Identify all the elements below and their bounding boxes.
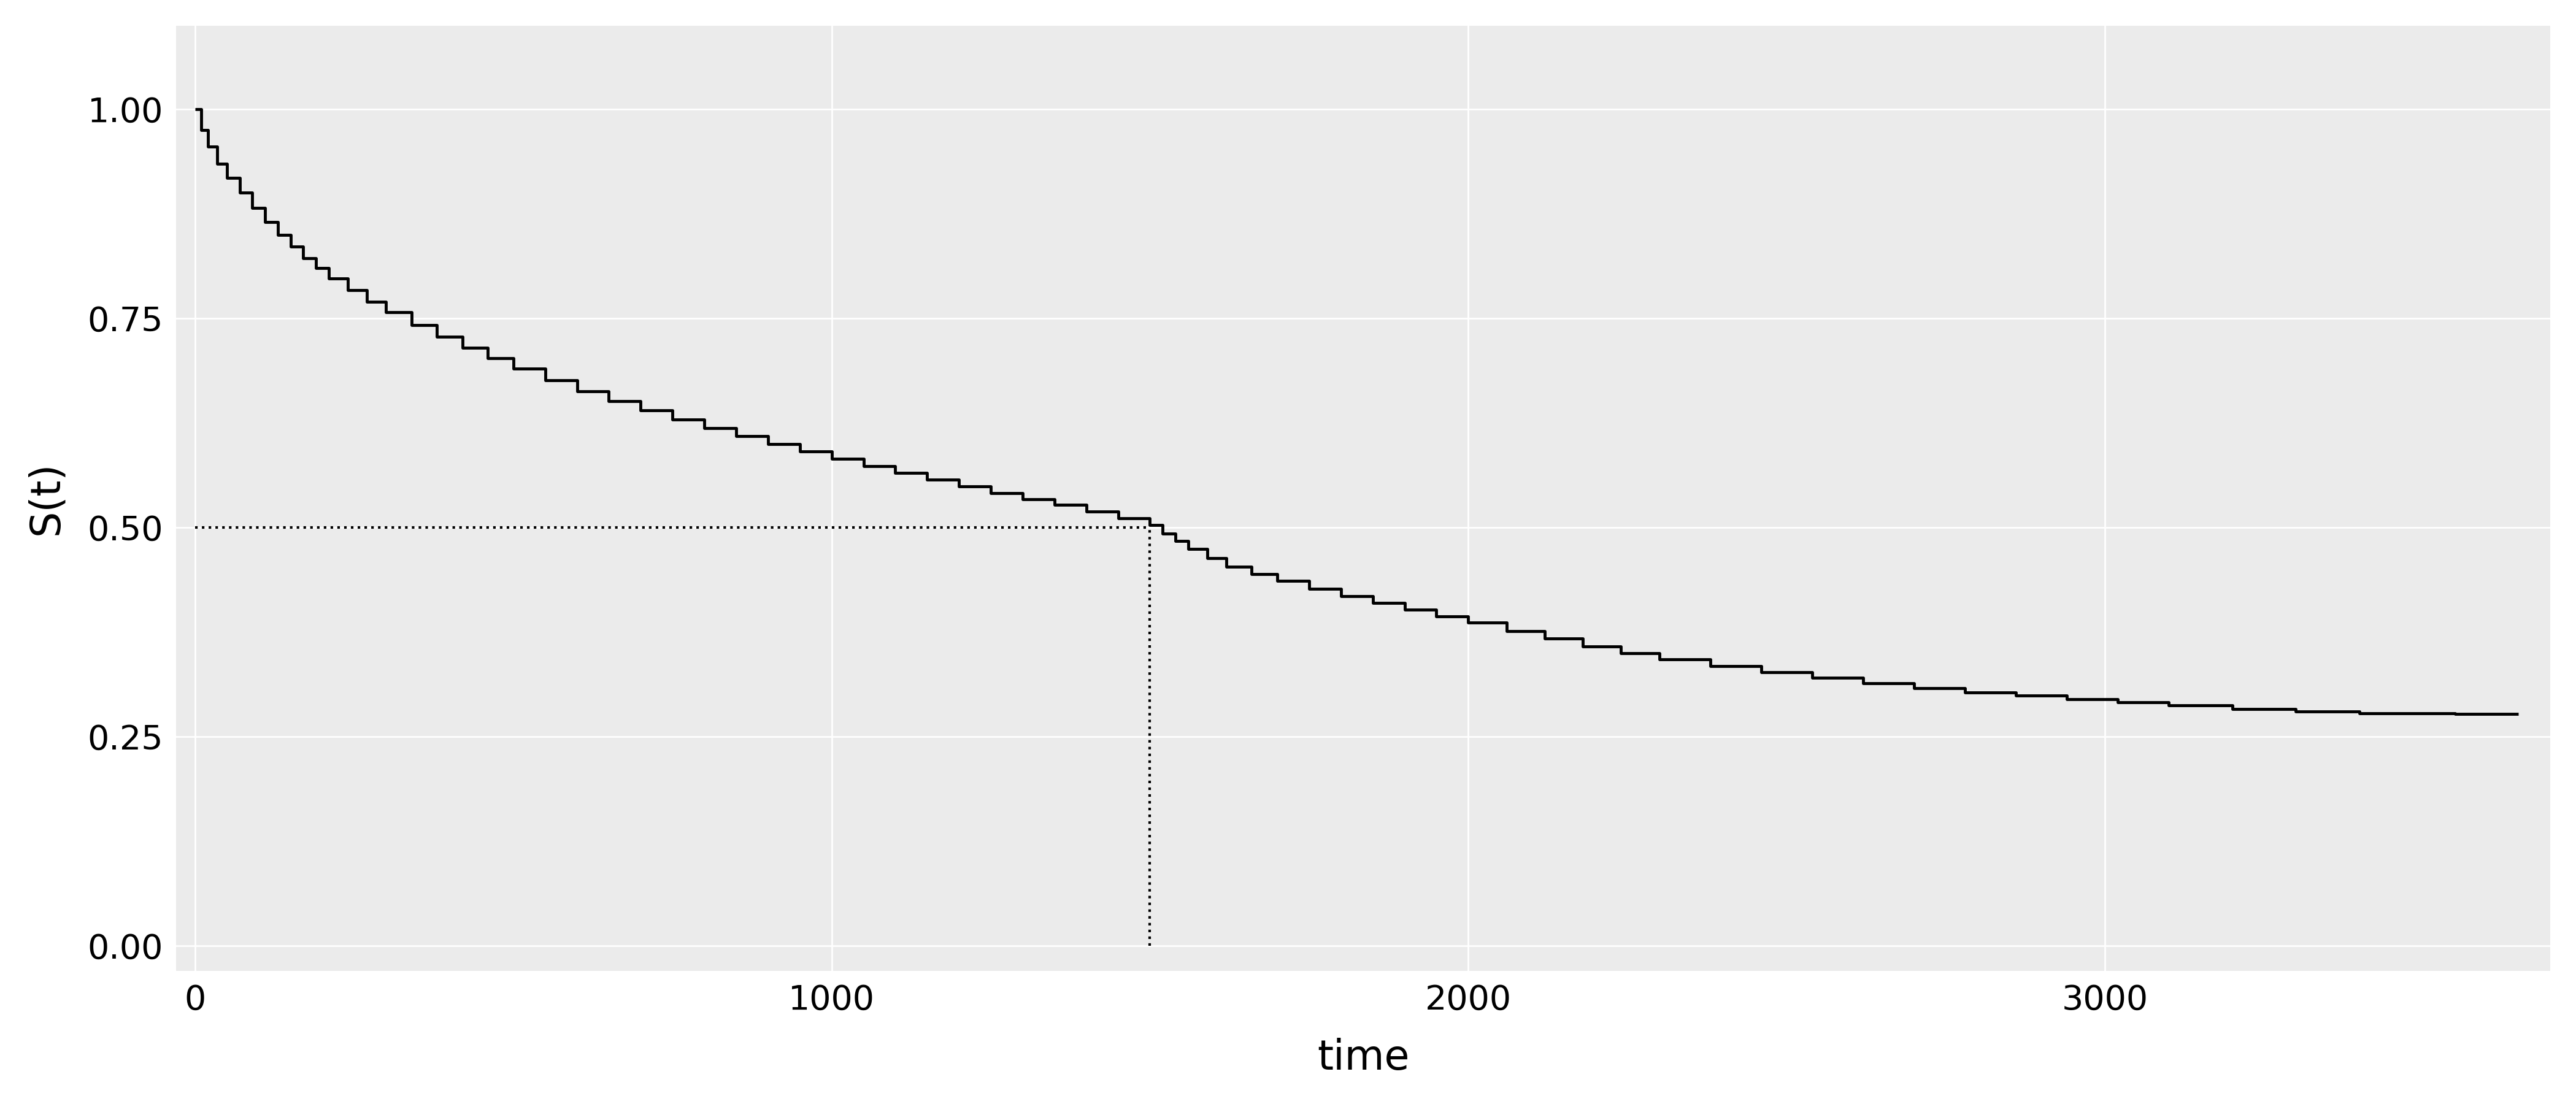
Y-axis label: S(t): S(t) — [26, 461, 67, 535]
X-axis label: time: time — [1316, 1038, 1409, 1079]
